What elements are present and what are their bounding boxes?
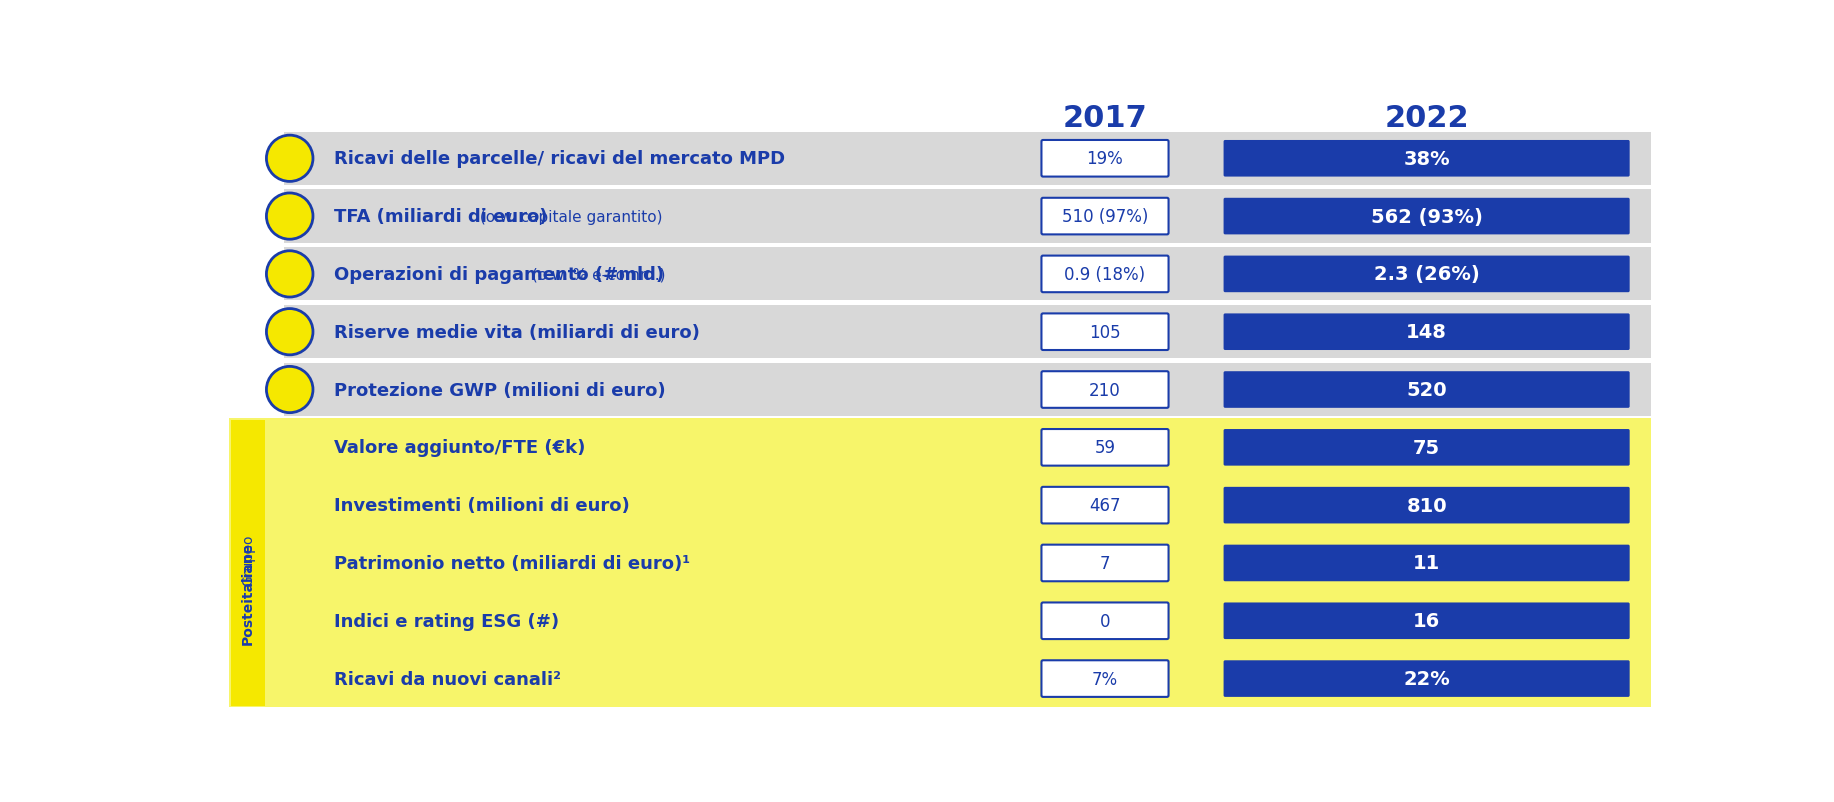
Text: TFA (miliardi di euro): TFA (miliardi di euro)	[334, 208, 547, 226]
FancyBboxPatch shape	[1223, 488, 1630, 524]
Text: 11: 11	[1412, 553, 1440, 573]
Text: 2017: 2017	[1062, 103, 1148, 132]
FancyBboxPatch shape	[1042, 488, 1168, 524]
Text: Indici e rating ESG (#): Indici e rating ESG (#)	[334, 612, 559, 630]
Circle shape	[266, 194, 314, 240]
Text: Patrimonio netto (miliardi di euro)¹: Patrimonio netto (miliardi di euro)¹	[334, 554, 690, 573]
FancyBboxPatch shape	[1223, 314, 1630, 350]
Bar	[284, 306, 1651, 358]
FancyBboxPatch shape	[1042, 141, 1168, 177]
Text: 22%: 22%	[1403, 669, 1451, 688]
Bar	[284, 537, 1651, 589]
Circle shape	[266, 136, 314, 182]
Text: 38%: 38%	[1403, 150, 1451, 168]
Bar	[229, 650, 1651, 707]
FancyBboxPatch shape	[1042, 314, 1168, 350]
FancyBboxPatch shape	[1042, 372, 1168, 408]
FancyBboxPatch shape	[1042, 430, 1168, 466]
Bar	[284, 652, 1651, 705]
FancyBboxPatch shape	[1223, 545, 1630, 581]
Text: Valore aggiunto/FTE (€k): Valore aggiunto/FTE (€k)	[334, 439, 585, 457]
Bar	[231, 420, 264, 706]
Text: 7%: 7%	[1091, 670, 1119, 688]
Text: 562 (93%): 562 (93%)	[1370, 208, 1482, 226]
Bar	[284, 132, 1651, 185]
Text: Investimenti (milioni di euro): Investimenti (milioni di euro)	[334, 496, 629, 515]
Bar	[284, 479, 1651, 532]
Bar	[229, 592, 1651, 650]
Bar	[284, 363, 1651, 416]
Text: Ricavi delle parcelle/ ricavi del mercato MPD: Ricavi delle parcelle/ ricavi del mercat…	[334, 150, 785, 168]
FancyBboxPatch shape	[1042, 545, 1168, 581]
Text: 210: 210	[1089, 381, 1121, 399]
Bar	[229, 476, 1651, 534]
Text: (o.w. capitale garantito): (o.w. capitale garantito)	[475, 209, 662, 225]
FancyBboxPatch shape	[1223, 372, 1630, 408]
Text: 16: 16	[1412, 611, 1440, 630]
Text: 2.3 (26%): 2.3 (26%)	[1374, 265, 1480, 284]
Text: 148: 148	[1407, 323, 1447, 342]
Text: 810: 810	[1407, 496, 1447, 515]
Bar	[229, 419, 1651, 476]
Text: Gruppo: Gruppo	[240, 533, 255, 585]
Text: Protezione GWP (milioni di euro): Protezione GWP (milioni di euro)	[334, 381, 666, 399]
Circle shape	[266, 252, 314, 298]
FancyBboxPatch shape	[1223, 603, 1630, 639]
Text: Ricavi da nuovi canali²: Ricavi da nuovi canali²	[334, 670, 561, 688]
Text: 105: 105	[1089, 323, 1121, 342]
FancyBboxPatch shape	[1223, 257, 1630, 293]
FancyBboxPatch shape	[1223, 141, 1630, 177]
Text: 75: 75	[1412, 438, 1440, 457]
Text: 7: 7	[1100, 554, 1110, 573]
Text: 520: 520	[1407, 380, 1447, 399]
Text: (o.w. % e-comm.): (o.w. % e-comm.)	[526, 267, 666, 282]
FancyBboxPatch shape	[1042, 661, 1168, 697]
Text: 510 (97%): 510 (97%)	[1062, 208, 1148, 226]
Circle shape	[266, 367, 314, 413]
Text: Posteitaliane: Posteitaliane	[240, 541, 255, 644]
Text: 2022: 2022	[1385, 103, 1469, 132]
FancyBboxPatch shape	[1223, 430, 1630, 466]
Bar	[229, 534, 1651, 592]
Bar	[284, 594, 1651, 647]
FancyBboxPatch shape	[1223, 661, 1630, 697]
Text: Operazioni di pagamento (#mld): Operazioni di pagamento (#mld)	[334, 265, 664, 284]
Text: 0.9 (18%): 0.9 (18%)	[1064, 265, 1146, 284]
Text: 19%: 19%	[1086, 150, 1124, 168]
Bar	[284, 421, 1651, 474]
Circle shape	[266, 310, 314, 355]
Bar	[284, 190, 1651, 243]
FancyBboxPatch shape	[1042, 257, 1168, 293]
Text: 467: 467	[1089, 496, 1121, 515]
Text: Riserve medie vita (miliardi di euro): Riserve medie vita (miliardi di euro)	[334, 323, 701, 342]
Text: 0: 0	[1100, 612, 1110, 630]
FancyBboxPatch shape	[1042, 603, 1168, 639]
Text: 59: 59	[1095, 439, 1115, 457]
Bar	[284, 248, 1651, 301]
FancyBboxPatch shape	[1223, 199, 1630, 235]
FancyBboxPatch shape	[1042, 199, 1168, 235]
